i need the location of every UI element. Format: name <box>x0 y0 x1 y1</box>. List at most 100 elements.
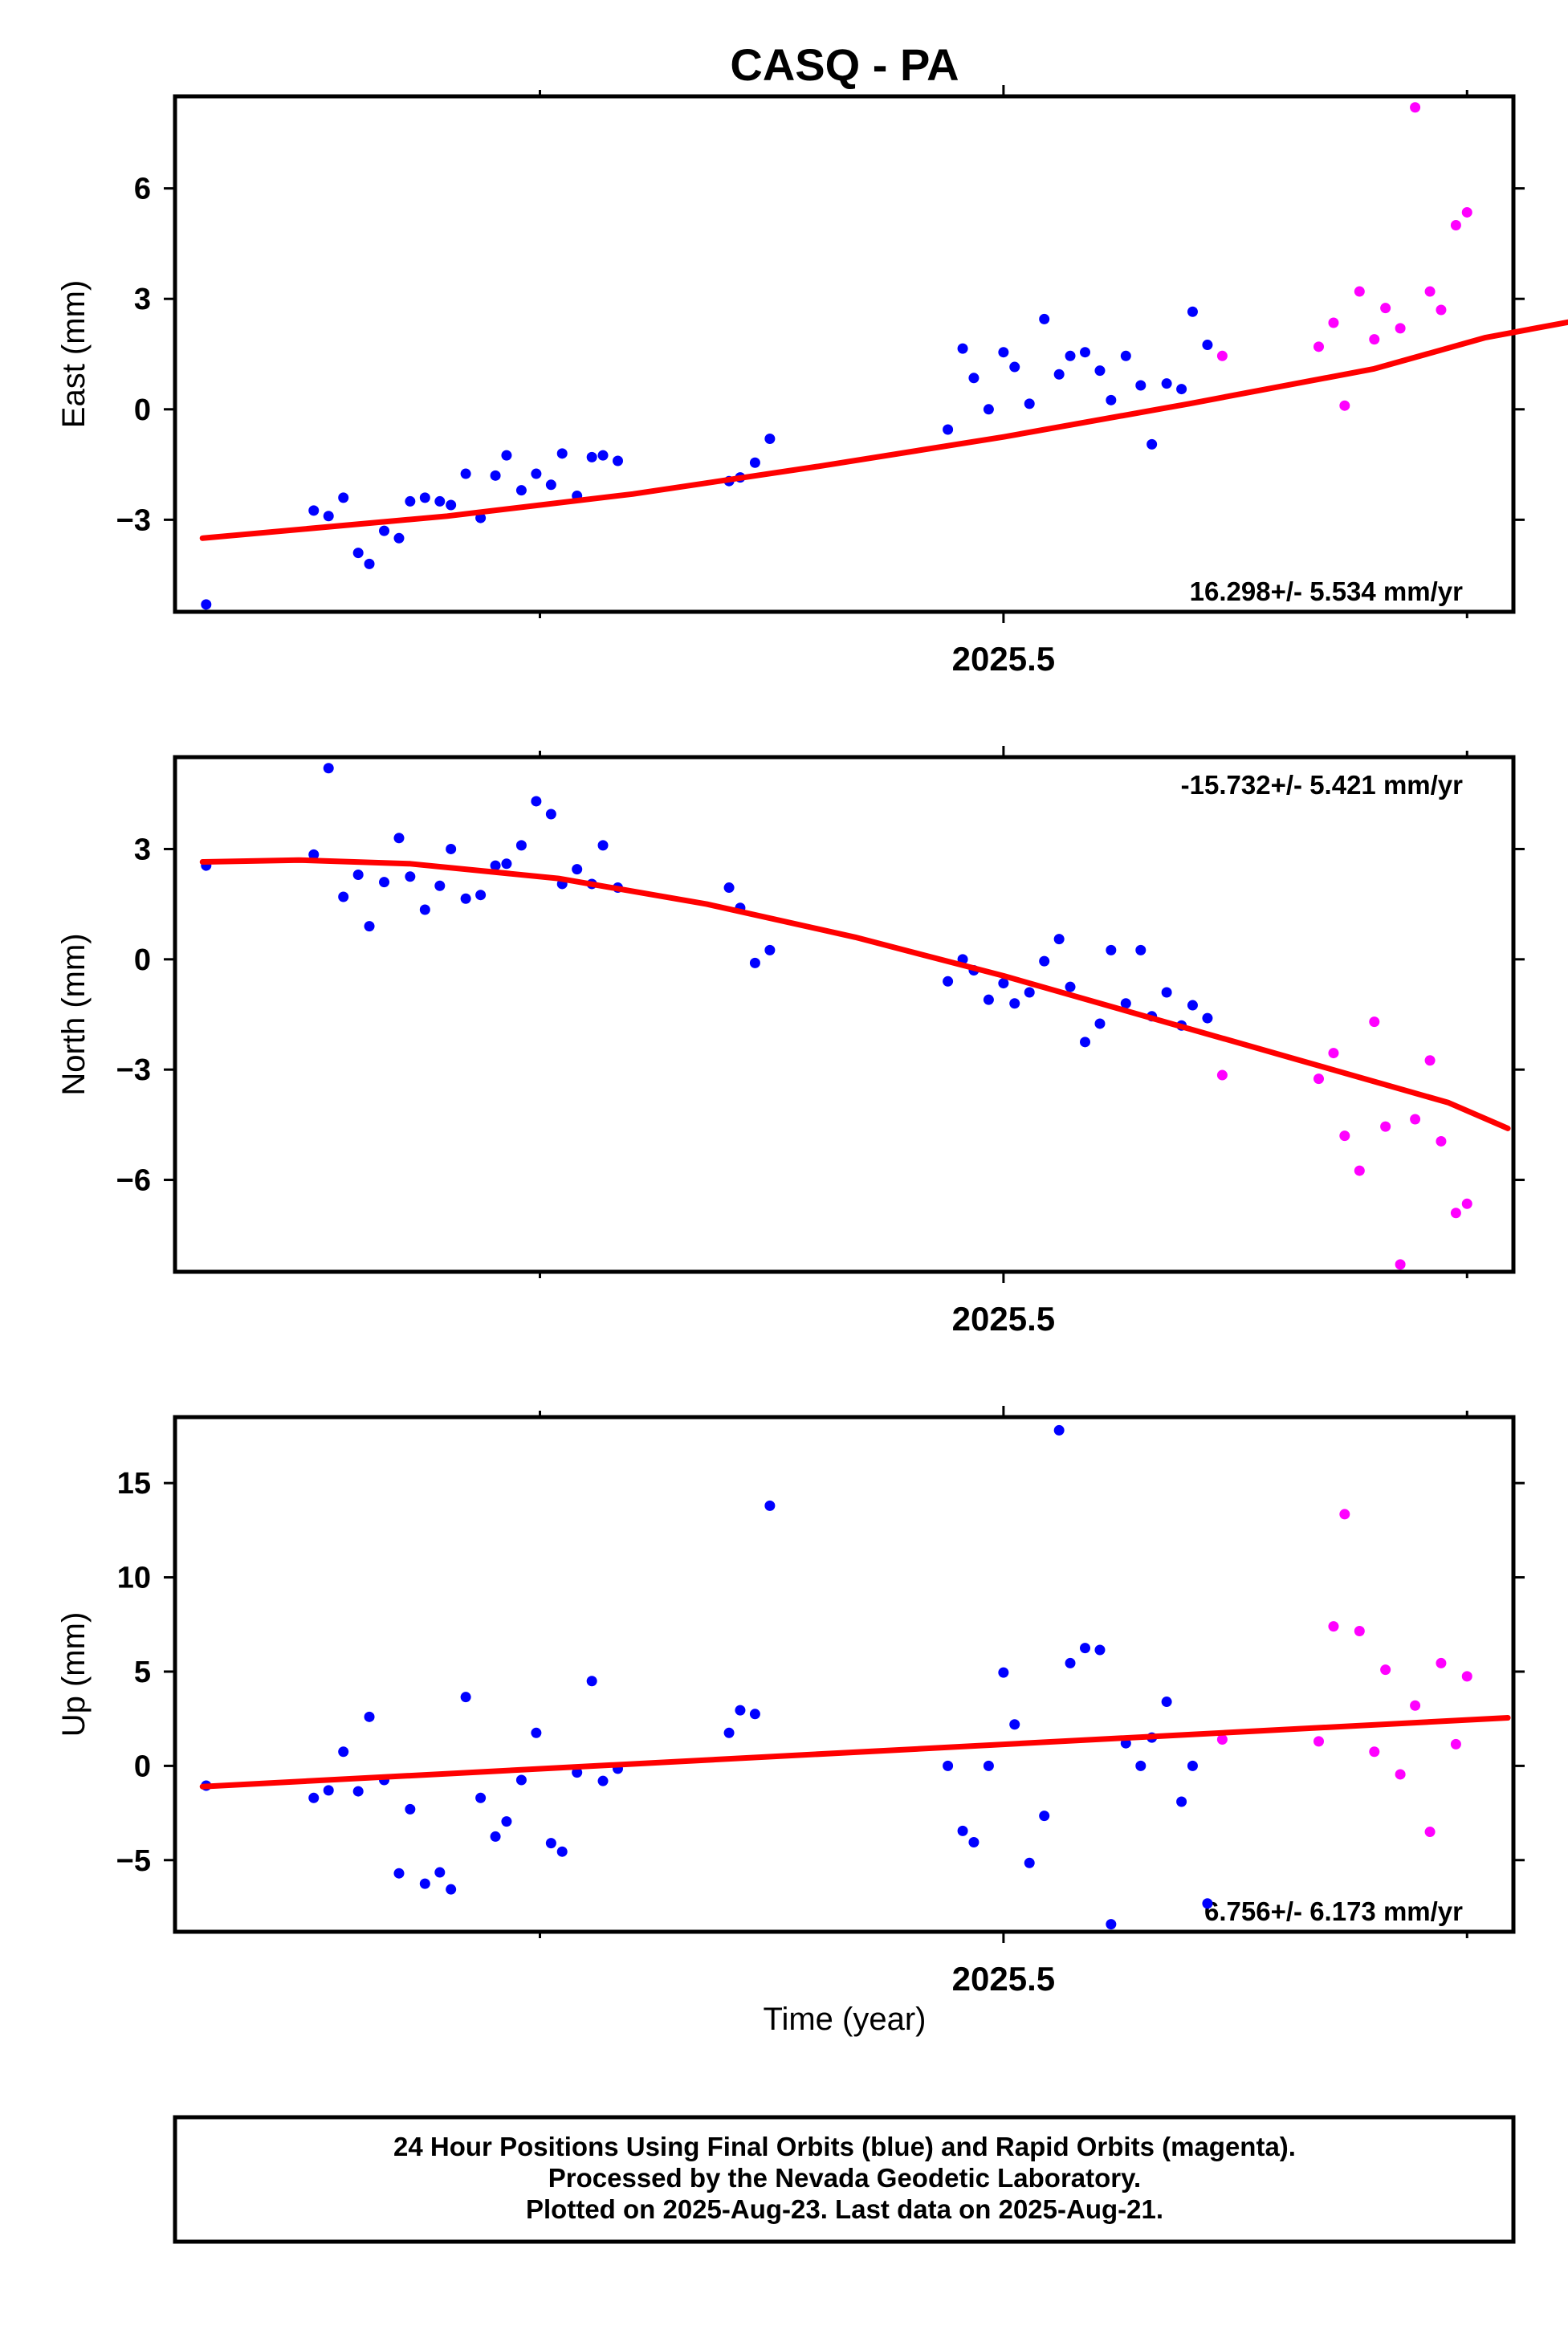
east-final-point <box>1065 350 1076 361</box>
up-final-point <box>572 1767 583 1778</box>
up-final-point <box>434 1867 446 1878</box>
east-final-point <box>1202 340 1213 351</box>
up-rapid-point <box>1380 1664 1391 1676</box>
north-final-point <box>943 976 954 987</box>
up-final-point <box>764 1500 776 1511</box>
caption-line-2: Processed by the Nevada Geodetic Laborat… <box>548 2163 1141 2193</box>
up-final-point <box>1135 1760 1146 1771</box>
east-rapid-point <box>1369 334 1380 345</box>
east-fit-line <box>199 319 1568 541</box>
east-rapid-point <box>1424 286 1436 297</box>
north-final-point <box>597 840 609 851</box>
east-ytick-label: −3 <box>116 503 151 537</box>
north-rapid-point <box>1436 1135 1447 1147</box>
up-final-point <box>556 1846 568 1857</box>
north-ytick-label: −3 <box>116 1053 151 1087</box>
north-final-point <box>1202 1012 1213 1024</box>
north-final-point <box>405 871 416 882</box>
east-rapid-point <box>1339 400 1350 411</box>
up-final-point <box>1039 1811 1050 1822</box>
up-final-point <box>1024 1857 1035 1868</box>
north-rapid-point <box>1313 1073 1325 1085</box>
east-final-point <box>556 448 568 459</box>
east-frame <box>173 94 1516 614</box>
east-final-point <box>352 548 364 559</box>
up-final-point <box>943 1760 954 1771</box>
north-ytick-label: −6 <box>116 1164 151 1198</box>
north-final-point <box>1024 987 1035 998</box>
east-final-point <box>1094 365 1106 377</box>
east-final-point <box>501 450 512 461</box>
east-final-point <box>943 424 954 435</box>
north-final-point <box>1009 998 1020 1009</box>
up-final-point <box>1053 1424 1065 1436</box>
east-xtick-label: 2025.5 <box>952 640 1055 678</box>
up-final-point <box>352 1786 364 1797</box>
east-final-point <box>338 492 349 503</box>
up-final-point <box>1009 1719 1020 1730</box>
north-frame <box>173 755 1516 1274</box>
east-final-point <box>764 433 776 444</box>
east-final-point <box>364 558 375 569</box>
east-final-point <box>515 485 527 496</box>
up-rate-label: 6.756+/- 6.173 mm/yr <box>1204 1896 1463 1926</box>
east-ytick-label: 6 <box>134 173 151 206</box>
east-final-point <box>586 451 597 462</box>
up-final-point <box>723 1727 735 1738</box>
east-final-point <box>379 525 390 536</box>
east-final-point <box>1009 361 1020 373</box>
east-final-point <box>434 495 446 507</box>
up-final-point <box>1106 1919 1117 1930</box>
east-rapid-point <box>1461 206 1472 218</box>
up-final-point <box>515 1774 527 1786</box>
up-final-point <box>1176 1796 1187 1807</box>
up-rapid-point <box>1328 1621 1339 1632</box>
north-final-point <box>1106 944 1117 955</box>
north-final-point <box>531 796 542 807</box>
north-ytick-label: 3 <box>134 833 151 866</box>
east-final-point <box>1120 350 1131 361</box>
north-final-point <box>572 864 583 875</box>
north-rapid-point <box>1410 1114 1421 1125</box>
east-final-point <box>531 468 542 479</box>
east-ytick-label: 3 <box>134 283 151 316</box>
east-final-point <box>446 499 457 511</box>
east-final-point <box>1176 384 1187 395</box>
up-rapid-point <box>1339 1509 1350 1520</box>
north-ylabel: North (mm) <box>56 933 92 1095</box>
up-ytick-label: 5 <box>134 1656 151 1689</box>
north-final-point <box>364 921 375 932</box>
north-final-point <box>460 893 471 904</box>
north-final-point <box>723 882 735 894</box>
north-final-point <box>475 890 487 901</box>
north-final-point <box>1065 981 1076 992</box>
east-rapid-point <box>1410 102 1421 113</box>
east-final-point <box>545 479 556 491</box>
east-rapid-point <box>1395 323 1406 334</box>
east-final-point <box>957 343 968 354</box>
north-final-point <box>490 860 501 871</box>
east-final-point <box>998 347 1009 358</box>
caption-box: 24 Hour Positions Using Final Orbits (bl… <box>173 2115 1516 2244</box>
up-final-point <box>338 1746 349 1758</box>
up-final-point <box>460 1692 471 1703</box>
north-final-point <box>419 904 430 915</box>
east-final-point <box>1161 378 1172 389</box>
east-final-point <box>968 373 979 384</box>
east-final-point <box>1187 306 1198 317</box>
east-final-point <box>983 404 994 415</box>
east-rapid-point <box>1354 286 1365 297</box>
east-final-point <box>1024 398 1035 409</box>
north-final-point <box>1187 1000 1198 1011</box>
up-fit-line <box>199 1715 1511 1790</box>
east-ylabel: East (mm) <box>56 280 92 428</box>
east-final-point <box>490 470 501 481</box>
east-final-point <box>1080 347 1091 358</box>
east-rapid-point <box>1436 304 1447 316</box>
east-final-point <box>308 505 320 516</box>
north-rapid-point <box>1328 1048 1339 1059</box>
up-final-point <box>405 1803 416 1815</box>
east-final-point <box>597 450 609 461</box>
north-final-point <box>998 978 1009 989</box>
up-final-point <box>597 1775 609 1786</box>
